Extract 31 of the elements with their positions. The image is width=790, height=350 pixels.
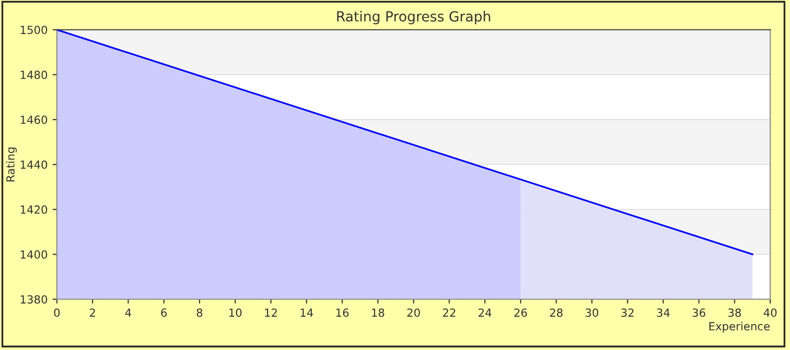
y-tick-label: 1420 — [20, 205, 48, 214]
x-tick-label: 0 — [54, 308, 60, 317]
x-tick-label: 4 — [125, 308, 132, 317]
x-tick-label: 2 — [90, 308, 95, 317]
y-tick-label: 1460 — [20, 116, 48, 124]
x-tick-label: 30 — [586, 308, 598, 317]
x-tick-label: 36 — [692, 308, 706, 317]
x-tick-label: 8 — [196, 308, 202, 317]
y-tick-label: 1440 — [20, 160, 48, 169]
x-tick-label: 10 — [229, 308, 242, 317]
x-tick-label: 26 — [514, 308, 527, 317]
y-tick-label: 1380 — [20, 295, 48, 304]
x-tick-label: 38 — [728, 308, 741, 317]
x-tick-label: 22 — [442, 308, 456, 317]
x-tick-label: 16 — [336, 308, 349, 317]
chart-title: Rating Progress Graph — [337, 10, 490, 24]
x-tick-label: 28 — [550, 308, 563, 317]
x-tick-label: 32 — [621, 308, 634, 317]
x-tick-label: 12 — [265, 308, 277, 317]
y-tick-label: 1500 — [20, 26, 48, 34]
x-tick-label: 24 — [478, 308, 492, 317]
x-axis-title: Experience — [709, 322, 770, 333]
x-tick-label: 34 — [657, 308, 670, 317]
y-tick-label: 1400 — [20, 250, 48, 259]
x-tick-label: 18 — [372, 308, 384, 317]
x-tick-label: 20 — [407, 308, 420, 317]
x-tick-label: 6 — [161, 308, 167, 317]
y-tick-label: 1480 — [20, 70, 48, 80]
x-tick-label: 14 — [300, 308, 314, 317]
x-tick-label: 40 — [764, 308, 777, 317]
y-axis-title: Rating — [6, 148, 17, 182]
